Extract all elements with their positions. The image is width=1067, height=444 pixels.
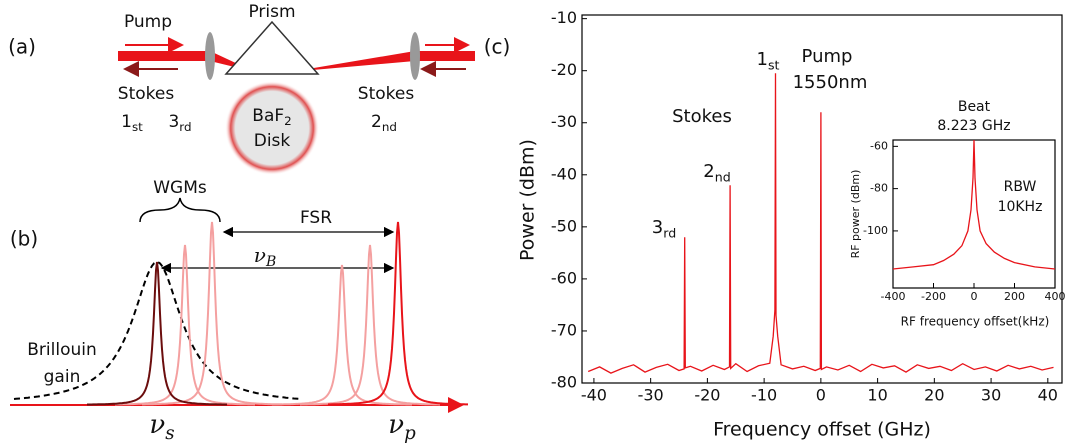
panel-b-diagram: [10, 197, 468, 413]
label: Pump: [802, 46, 853, 67]
label-main: 3: [652, 217, 663, 238]
label: Stokes: [118, 84, 175, 104]
x-tick-label: -30: [638, 385, 664, 404]
label-main: 1: [121, 112, 132, 132]
x-tick-label: -40: [581, 385, 607, 404]
label-sub: st: [132, 120, 143, 134]
label-sub: rd: [663, 225, 676, 240]
label: νB: [254, 243, 276, 271]
x-tick-label: 10: [867, 385, 887, 404]
y-tick-label: -40: [551, 164, 577, 183]
x-tick-label: -20: [694, 385, 720, 404]
beam: [290, 51, 415, 72]
label: νp: [388, 410, 416, 444]
label: 3rd: [652, 217, 676, 240]
plot-frame: [581, 14, 1063, 384]
mode-curve: [328, 221, 468, 406]
spectrum-line: [587, 73, 1054, 374]
disk: [225, 81, 319, 175]
label: 1550nm: [793, 72, 868, 93]
label-main: ν: [254, 243, 266, 267]
brace: [139, 197, 221, 223]
label: Disk: [254, 131, 291, 151]
x-axis-label: Frequency offset (GHz): [713, 419, 931, 441]
label: Brillouin: [27, 340, 97, 360]
x-tick-label: 200: [1004, 290, 1025, 303]
label-main: 2: [703, 161, 714, 182]
x-tick-label: 20: [924, 385, 944, 404]
label: νs: [149, 410, 174, 444]
y-tick-label: -30: [551, 112, 577, 131]
mode-curve: [115, 244, 255, 406]
x-tick-label: 0: [971, 290, 978, 303]
y-tick-label: -60: [870, 139, 888, 152]
mode-curve: [272, 264, 412, 406]
label: BaF2: [252, 106, 291, 128]
label-sub: st: [768, 57, 780, 72]
x-tick-label: -400: [881, 290, 906, 303]
label: 10KHz: [998, 199, 1043, 215]
x-tick-label: 40: [1038, 385, 1058, 404]
label: WGMs: [153, 178, 207, 198]
label: Beat: [958, 99, 991, 115]
label: Pump: [124, 12, 172, 32]
label-sub: rd: [179, 120, 191, 134]
label: 1st: [757, 49, 780, 72]
y-tick-label: -80: [870, 182, 888, 195]
label: 8.223 GHz: [937, 118, 1010, 134]
label: Stokes: [672, 106, 732, 127]
label: (b): [10, 227, 38, 251]
label-main: 1: [757, 49, 768, 70]
mode-curve: [142, 221, 282, 406]
mode-curve: [300, 244, 440, 406]
label: (c): [484, 35, 511, 59]
label-sub: s: [165, 423, 174, 444]
label-main: 3: [168, 112, 179, 132]
label-main: ν: [149, 410, 165, 440]
label: 2nd: [703, 161, 730, 184]
x-tick-label: 0: [816, 385, 826, 404]
y-tick-label: -80: [551, 373, 577, 392]
label-sub: p: [404, 423, 416, 444]
label-main: BaF: [252, 106, 284, 126]
label: Stokes: [358, 84, 415, 104]
mode-curve: [87, 261, 227, 406]
label-sub: B: [265, 254, 276, 270]
label: 2nd: [371, 112, 397, 134]
y-tick-label: -60: [551, 268, 577, 287]
y-tick-label: -20: [551, 60, 577, 79]
label-main: ν: [388, 410, 404, 440]
label-sub: nd: [382, 120, 397, 134]
label-sub: 2: [284, 114, 292, 128]
x-tick-label: 30: [981, 385, 1001, 404]
y-tick-label: -50: [551, 216, 577, 235]
x-tick-label: -10: [751, 385, 777, 404]
y-axis-label: Power (dBm): [517, 139, 539, 261]
label: gain: [44, 367, 81, 387]
y-tick-label: -70: [551, 320, 577, 339]
label: 3rd: [168, 112, 191, 134]
y-tick-label: -10: [551, 8, 577, 27]
inset-x-label: RF frequency offset(kHz): [901, 315, 1050, 329]
label-sub: nd: [715, 169, 731, 184]
label: Prism: [248, 2, 295, 22]
lens: [205, 32, 215, 80]
spectrum-line: [892, 139, 1056, 270]
label-main: 2: [371, 112, 382, 132]
prism: [224, 20, 320, 75]
beam: [118, 51, 210, 61]
label: 1st: [121, 112, 143, 134]
label: RBW: [1004, 179, 1037, 195]
y-tick-label: -100: [863, 224, 888, 237]
panel-a-diagram: [118, 20, 475, 175]
inset-y-label: RF power (dBm): [849, 170, 862, 259]
x-tick-label: -200: [921, 290, 946, 303]
x-tick-label: 400: [1045, 290, 1066, 303]
beam: [415, 51, 475, 61]
label: (a): [8, 35, 36, 59]
lens: [410, 32, 420, 80]
label: FSR: [300, 208, 332, 228]
